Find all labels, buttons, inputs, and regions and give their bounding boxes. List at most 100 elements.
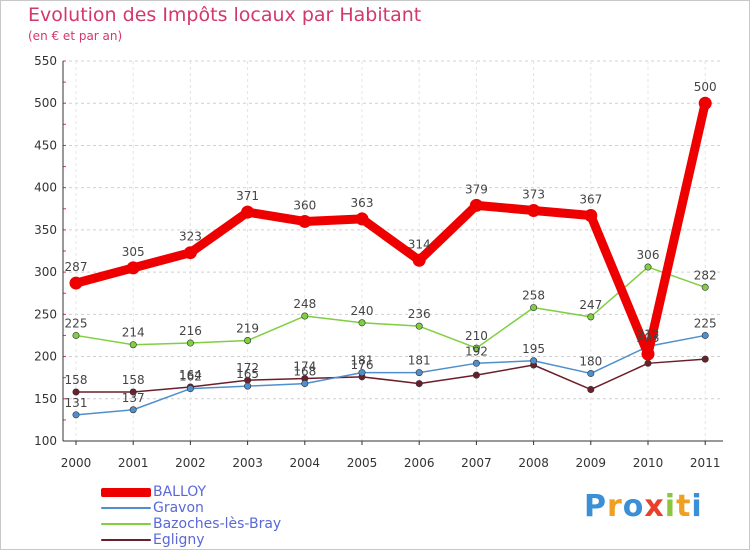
data-label: 172	[236, 361, 259, 375]
data-point	[301, 380, 309, 388]
x-tick-label: 2006	[404, 456, 435, 470]
data-point	[415, 380, 423, 388]
data-point	[186, 339, 194, 347]
data-label: 379	[465, 182, 488, 196]
data-label: 306	[637, 248, 660, 262]
data-point	[244, 337, 252, 345]
x-tick-label: 2002	[175, 456, 206, 470]
x-tick-label: 2011	[690, 456, 721, 470]
series-layer	[69, 96, 712, 419]
x-tick-label: 2004	[290, 456, 321, 470]
data-label: 323	[179, 230, 202, 244]
data-point	[126, 261, 140, 275]
data-label: 210	[465, 329, 488, 343]
data-label: 158	[122, 373, 145, 387]
data-label: 216	[179, 324, 202, 338]
data-point	[412, 253, 426, 267]
y-tick-label: 100	[34, 434, 57, 448]
data-label: 174	[293, 360, 316, 374]
logo-letter: i	[691, 489, 703, 524]
data-point	[129, 388, 137, 396]
x-tick-label: 2007	[461, 456, 492, 470]
y-tick-label: 250	[34, 307, 57, 321]
data-point	[472, 359, 480, 367]
data-point	[244, 382, 252, 390]
data-label: 373	[522, 187, 545, 201]
legend-label: Bazoches-lès-Bray	[153, 516, 282, 532]
data-point	[472, 371, 480, 379]
line-chart: 100 150 200 250 300 350 400 450 500 550 2000 2001 20…	[34, 54, 723, 470]
y-tick-label: 400	[34, 181, 57, 195]
data-point	[358, 319, 366, 327]
x-tick-label: 2008	[518, 456, 549, 470]
label-layer: 158 158 164 172 174 176 131 137 162 165 168 181 181 1…	[65, 80, 717, 410]
logo-letter: o	[622, 489, 645, 524]
series-line-gravon	[75, 334, 706, 416]
legend-swatch	[101, 487, 151, 497]
data-label: 360	[293, 198, 316, 212]
data-label: 162	[179, 370, 202, 384]
data-label: 287	[65, 260, 88, 274]
axis-layer: 100 150 200 250 300 350 400 450 500 550 2000 2001 20…	[34, 54, 723, 470]
series-line-balloy	[71, 98, 710, 359]
data-point	[415, 322, 423, 330]
data-label: 305	[122, 245, 145, 259]
data-point	[584, 209, 598, 223]
data-point	[530, 304, 538, 312]
y-tick-label: 350	[34, 223, 57, 237]
data-label: 168	[293, 365, 316, 379]
data-label: 363	[351, 196, 374, 210]
data-label: 181	[351, 354, 374, 368]
data-point	[72, 388, 80, 396]
data-label: 214	[122, 326, 145, 340]
data-point	[701, 355, 709, 363]
data-label: 192	[465, 344, 488, 358]
data-point	[530, 357, 538, 365]
data-label: 180	[579, 354, 602, 368]
data-label: 282	[694, 268, 717, 282]
data-label: 247	[579, 298, 602, 312]
data-point	[129, 341, 137, 349]
logo-letter: x	[644, 489, 665, 524]
data-point	[527, 203, 541, 217]
data-point	[701, 331, 709, 339]
data-point	[183, 246, 197, 260]
data-label: 212	[637, 327, 660, 341]
data-point	[644, 359, 652, 367]
x-tick-label: 2001	[118, 456, 149, 470]
y-tick-label: 450	[34, 138, 57, 152]
grid-layer	[63, 60, 723, 441]
data-label: 176	[351, 358, 374, 372]
data-point	[469, 198, 483, 212]
data-point	[358, 369, 366, 377]
data-point	[69, 276, 83, 290]
data-point	[587, 313, 595, 321]
data-point	[587, 369, 595, 377]
data-label: 248	[293, 297, 316, 311]
data-label: 164	[179, 368, 202, 382]
y-tick-label: 200	[34, 350, 57, 364]
data-label: 225	[65, 316, 88, 330]
data-label: 219	[236, 322, 259, 336]
series-line-bazoches-l-s-bray	[75, 266, 706, 349]
data-point	[472, 344, 480, 352]
data-point	[415, 369, 423, 377]
data-label: 195	[522, 342, 545, 356]
data-label: 367	[579, 193, 602, 207]
x-tick-label: 2003	[232, 456, 263, 470]
data-label: 158	[65, 373, 88, 387]
data-point	[301, 312, 309, 320]
logo-letter: t	[676, 489, 692, 524]
series-line-egligny	[75, 358, 706, 393]
y-tick-label: 300	[34, 265, 57, 279]
data-label: 314	[408, 237, 431, 251]
data-label: 165	[236, 367, 259, 381]
data-label: 236	[408, 307, 431, 321]
data-label: 500	[694, 80, 717, 94]
legend-label: Egligny	[153, 532, 205, 548]
y-tick-label: 500	[34, 96, 57, 110]
chart-title: Evolution des Impôts locaux par Habitant	[28, 4, 422, 26]
data-point	[355, 212, 369, 226]
data-point	[241, 205, 255, 219]
